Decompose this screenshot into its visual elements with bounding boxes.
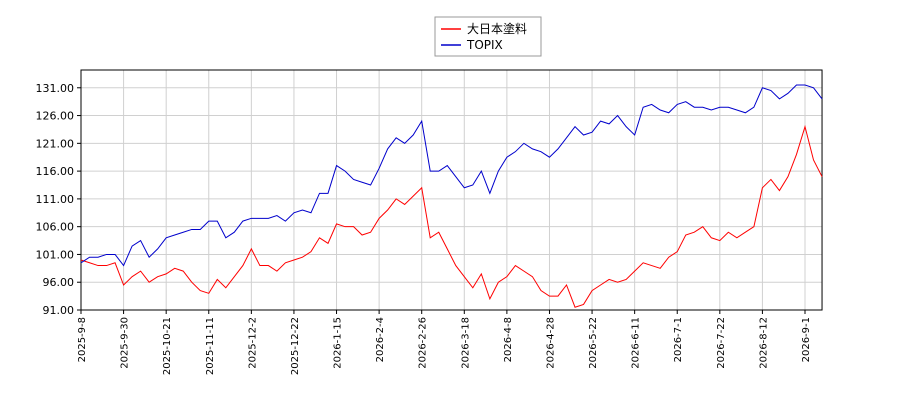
x-tick-label: 2025-12-2 (247, 317, 258, 369)
y-tick-label: 101.00 (36, 248, 75, 261)
x-tick-label: 2025-10-21 (162, 317, 173, 375)
y-tick-label: 96.00 (43, 276, 75, 289)
series-line (80, 84, 823, 267)
y-tick-label: 111.00 (36, 193, 75, 206)
legend-label: TOPIX (466, 38, 503, 52)
x-tick-label: 2026-3-18 (460, 317, 471, 369)
x-tick-label: 2026-8-12 (758, 317, 769, 369)
x-tick-label: 2026-6-11 (631, 317, 642, 369)
y-tick-label: 121.00 (36, 137, 75, 150)
y-tick-label: 91.00 (43, 304, 75, 317)
plot-frame (80, 69, 823, 311)
x-tick-label: 2026-5-22 (588, 317, 599, 369)
x-tick-label: 2026-4-28 (545, 317, 556, 369)
x-tick-label: 2026-7-1 (673, 317, 684, 362)
legend-label: 大日本塗料 (467, 21, 527, 36)
y-tick-label: 126.00 (36, 110, 75, 123)
y-tick-label: 131.00 (36, 82, 75, 95)
series-line (80, 124, 823, 308)
x-tick-label: 2025-12-22 (290, 317, 301, 375)
x-tick-label: 2026-1-15 (333, 317, 344, 369)
x-tick-label: 2025-9-8 (77, 317, 88, 362)
x-tick-label: 2026-2-4 (375, 317, 386, 362)
y-tick-label: 116.00 (36, 165, 75, 178)
legend-box (434, 16, 542, 57)
x-tick-label: 2026-9-1 (801, 317, 812, 362)
x-tick-label: 2026-4-8 (503, 317, 514, 362)
x-tick-label: 2025-9-30 (120, 317, 131, 369)
x-tick-label: 2026-7-22 (716, 317, 727, 369)
x-tick-label: 2025-11-11 (205, 317, 216, 375)
y-tick-label: 106.00 (36, 221, 75, 234)
x-tick-label: 2026-2-26 (418, 317, 429, 369)
